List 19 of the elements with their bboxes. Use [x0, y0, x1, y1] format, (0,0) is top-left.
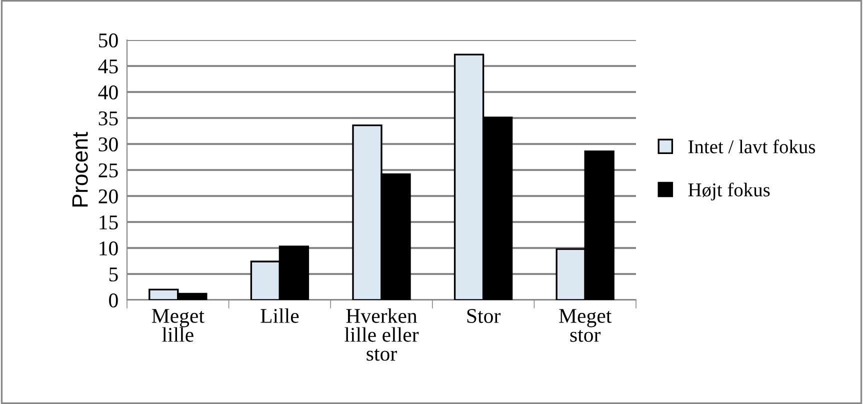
y-tick-label: 20: [98, 189, 118, 204]
y-tick-label: 45: [98, 60, 118, 74]
y-tick-label: 0: [109, 293, 118, 308]
x-tick-label: Meget stor: [559, 309, 612, 342]
legend-label: Intet / lavt fokus: [688, 139, 816, 154]
y-tick-label: 35: [98, 111, 118, 126]
x-tick-label: Hverken lille eller stor: [344, 308, 419, 361]
x-tick-label: Meget lille: [152, 309, 204, 342]
y-axis-title: Procent: [72, 132, 88, 206]
y-tick-label: 40: [98, 85, 118, 100]
y-tick-label: 50: [99, 33, 118, 48]
y-tick-label: 5: [109, 268, 118, 282]
y-tick-label: 15: [100, 215, 118, 230]
x-tick-label: Lille: [260, 308, 299, 323]
y-tick-label: 30: [98, 137, 118, 152]
y-tick-label: 25: [98, 163, 118, 178]
legend-label: Højt fokus: [688, 182, 770, 200]
y-tick-label: 10: [100, 241, 118, 256]
x-tick-label: Stor: [467, 308, 500, 323]
